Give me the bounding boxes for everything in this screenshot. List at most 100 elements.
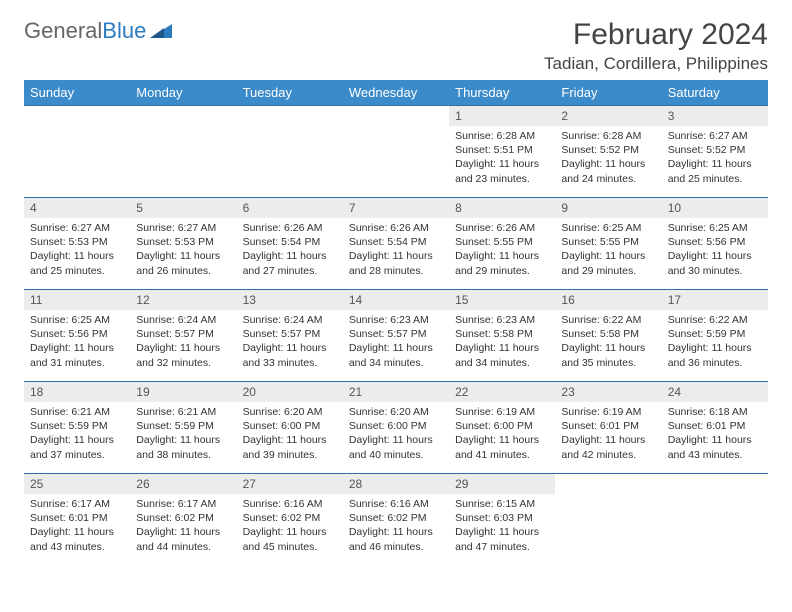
day-number: 11 — [24, 290, 130, 310]
day-number: 22 — [449, 382, 555, 402]
calendar-empty-cell — [662, 474, 768, 566]
calendar-day-cell: 12Sunrise: 6:24 AMSunset: 5:57 PMDayligh… — [130, 290, 236, 382]
day-details: Sunrise: 6:24 AMSunset: 5:57 PMDaylight:… — [130, 310, 236, 375]
day-number: 15 — [449, 290, 555, 310]
calendar-day-cell: 25Sunrise: 6:17 AMSunset: 6:01 PMDayligh… — [24, 474, 130, 566]
calendar-day-cell: 21Sunrise: 6:20 AMSunset: 6:00 PMDayligh… — [343, 382, 449, 474]
day-number: 4 — [24, 198, 130, 218]
calendar-day-cell: 26Sunrise: 6:17 AMSunset: 6:02 PMDayligh… — [130, 474, 236, 566]
day-details: Sunrise: 6:22 AMSunset: 5:59 PMDaylight:… — [662, 310, 768, 375]
day-number: 7 — [343, 198, 449, 218]
calendar-empty-cell — [24, 106, 130, 198]
day-details: Sunrise: 6:23 AMSunset: 5:57 PMDaylight:… — [343, 310, 449, 375]
day-header: Friday — [555, 80, 661, 106]
day-details: Sunrise: 6:25 AMSunset: 5:55 PMDaylight:… — [555, 218, 661, 283]
day-details: Sunrise: 6:19 AMSunset: 6:00 PMDaylight:… — [449, 402, 555, 467]
day-details: Sunrise: 6:25 AMSunset: 5:56 PMDaylight:… — [24, 310, 130, 375]
day-number: 25 — [24, 474, 130, 494]
day-header: Saturday — [662, 80, 768, 106]
header: GeneralBlue February 2024 Tadian, Cordil… — [24, 18, 768, 74]
day-number: 28 — [343, 474, 449, 494]
calendar-empty-cell — [130, 106, 236, 198]
title-block: February 2024 Tadian, Cordillera, Philip… — [544, 18, 768, 74]
calendar-week-row: 18Sunrise: 6:21 AMSunset: 5:59 PMDayligh… — [24, 382, 768, 474]
calendar-day-cell: 5Sunrise: 6:27 AMSunset: 5:53 PMDaylight… — [130, 198, 236, 290]
day-number: 17 — [662, 290, 768, 310]
calendar-day-cell: 16Sunrise: 6:22 AMSunset: 5:58 PMDayligh… — [555, 290, 661, 382]
day-number: 27 — [237, 474, 343, 494]
day-details: Sunrise: 6:25 AMSunset: 5:56 PMDaylight:… — [662, 218, 768, 283]
calendar-day-cell: 22Sunrise: 6:19 AMSunset: 6:00 PMDayligh… — [449, 382, 555, 474]
calendar-day-cell: 27Sunrise: 6:16 AMSunset: 6:02 PMDayligh… — [237, 474, 343, 566]
location-text: Tadian, Cordillera, Philippines — [544, 54, 768, 74]
calendar-body: 1Sunrise: 6:28 AMSunset: 5:51 PMDaylight… — [24, 106, 768, 566]
day-details: Sunrise: 6:17 AMSunset: 6:02 PMDaylight:… — [130, 494, 236, 559]
day-details: Sunrise: 6:27 AMSunset: 5:52 PMDaylight:… — [662, 126, 768, 191]
day-number: 18 — [24, 382, 130, 402]
calendar-empty-cell — [343, 106, 449, 198]
day-number: 12 — [130, 290, 236, 310]
day-details: Sunrise: 6:24 AMSunset: 5:57 PMDaylight:… — [237, 310, 343, 375]
calendar-week-row: 25Sunrise: 6:17 AMSunset: 6:01 PMDayligh… — [24, 474, 768, 566]
day-details: Sunrise: 6:17 AMSunset: 6:01 PMDaylight:… — [24, 494, 130, 559]
calendar-header-row: SundayMondayTuesdayWednesdayThursdayFrid… — [24, 80, 768, 106]
calendar-day-cell: 15Sunrise: 6:23 AMSunset: 5:58 PMDayligh… — [449, 290, 555, 382]
day-number: 14 — [343, 290, 449, 310]
day-details: Sunrise: 6:20 AMSunset: 6:00 PMDaylight:… — [343, 402, 449, 467]
logo-text-blue: Blue — [102, 18, 146, 44]
day-number: 13 — [237, 290, 343, 310]
day-details: Sunrise: 6:28 AMSunset: 5:51 PMDaylight:… — [449, 126, 555, 191]
day-number: 26 — [130, 474, 236, 494]
day-details: Sunrise: 6:21 AMSunset: 5:59 PMDaylight:… — [130, 402, 236, 467]
calendar-day-cell: 23Sunrise: 6:19 AMSunset: 6:01 PMDayligh… — [555, 382, 661, 474]
day-details: Sunrise: 6:20 AMSunset: 6:00 PMDaylight:… — [237, 402, 343, 467]
calendar-empty-cell — [237, 106, 343, 198]
day-number: 29 — [449, 474, 555, 494]
day-details: Sunrise: 6:27 AMSunset: 5:53 PMDaylight:… — [130, 218, 236, 283]
calendar-day-cell: 17Sunrise: 6:22 AMSunset: 5:59 PMDayligh… — [662, 290, 768, 382]
calendar-day-cell: 11Sunrise: 6:25 AMSunset: 5:56 PMDayligh… — [24, 290, 130, 382]
day-details: Sunrise: 6:26 AMSunset: 5:54 PMDaylight:… — [343, 218, 449, 283]
calendar-empty-cell — [555, 474, 661, 566]
calendar-day-cell: 18Sunrise: 6:21 AMSunset: 5:59 PMDayligh… — [24, 382, 130, 474]
day-details: Sunrise: 6:16 AMSunset: 6:02 PMDaylight:… — [237, 494, 343, 559]
day-details: Sunrise: 6:26 AMSunset: 5:55 PMDaylight:… — [449, 218, 555, 283]
calendar-week-row: 1Sunrise: 6:28 AMSunset: 5:51 PMDaylight… — [24, 106, 768, 198]
logo: GeneralBlue — [24, 18, 172, 44]
calendar-day-cell: 29Sunrise: 6:15 AMSunset: 6:03 PMDayligh… — [449, 474, 555, 566]
calendar-day-cell: 1Sunrise: 6:28 AMSunset: 5:51 PMDaylight… — [449, 106, 555, 198]
day-number: 5 — [130, 198, 236, 218]
calendar-day-cell: 24Sunrise: 6:18 AMSunset: 6:01 PMDayligh… — [662, 382, 768, 474]
day-details: Sunrise: 6:28 AMSunset: 5:52 PMDaylight:… — [555, 126, 661, 191]
day-number: 21 — [343, 382, 449, 402]
day-details: Sunrise: 6:27 AMSunset: 5:53 PMDaylight:… — [24, 218, 130, 283]
day-number: 2 — [555, 106, 661, 126]
day-details: Sunrise: 6:22 AMSunset: 5:58 PMDaylight:… — [555, 310, 661, 375]
calendar-day-cell: 3Sunrise: 6:27 AMSunset: 5:52 PMDaylight… — [662, 106, 768, 198]
calendar-day-cell: 9Sunrise: 6:25 AMSunset: 5:55 PMDaylight… — [555, 198, 661, 290]
day-number: 3 — [662, 106, 768, 126]
calendar-day-cell: 6Sunrise: 6:26 AMSunset: 5:54 PMDaylight… — [237, 198, 343, 290]
logo-triangle-icon — [150, 18, 172, 44]
calendar-day-cell: 20Sunrise: 6:20 AMSunset: 6:00 PMDayligh… — [237, 382, 343, 474]
calendar-day-cell: 28Sunrise: 6:16 AMSunset: 6:02 PMDayligh… — [343, 474, 449, 566]
day-details: Sunrise: 6:18 AMSunset: 6:01 PMDaylight:… — [662, 402, 768, 467]
day-number: 24 — [662, 382, 768, 402]
day-header: Monday — [130, 80, 236, 106]
calendar-day-cell: 19Sunrise: 6:21 AMSunset: 5:59 PMDayligh… — [130, 382, 236, 474]
calendar-day-cell: 7Sunrise: 6:26 AMSunset: 5:54 PMDaylight… — [343, 198, 449, 290]
day-details: Sunrise: 6:19 AMSunset: 6:01 PMDaylight:… — [555, 402, 661, 467]
day-number: 23 — [555, 382, 661, 402]
calendar-week-row: 4Sunrise: 6:27 AMSunset: 5:53 PMDaylight… — [24, 198, 768, 290]
logo-text-general: General — [24, 18, 102, 44]
day-number: 16 — [555, 290, 661, 310]
day-number: 19 — [130, 382, 236, 402]
calendar-table: SundayMondayTuesdayWednesdayThursdayFrid… — [24, 80, 768, 566]
calendar-day-cell: 14Sunrise: 6:23 AMSunset: 5:57 PMDayligh… — [343, 290, 449, 382]
day-details: Sunrise: 6:15 AMSunset: 6:03 PMDaylight:… — [449, 494, 555, 559]
month-title: February 2024 — [544, 18, 768, 52]
calendar-day-cell: 4Sunrise: 6:27 AMSunset: 5:53 PMDaylight… — [24, 198, 130, 290]
calendar-week-row: 11Sunrise: 6:25 AMSunset: 5:56 PMDayligh… — [24, 290, 768, 382]
day-number: 6 — [237, 198, 343, 218]
day-details: Sunrise: 6:23 AMSunset: 5:58 PMDaylight:… — [449, 310, 555, 375]
